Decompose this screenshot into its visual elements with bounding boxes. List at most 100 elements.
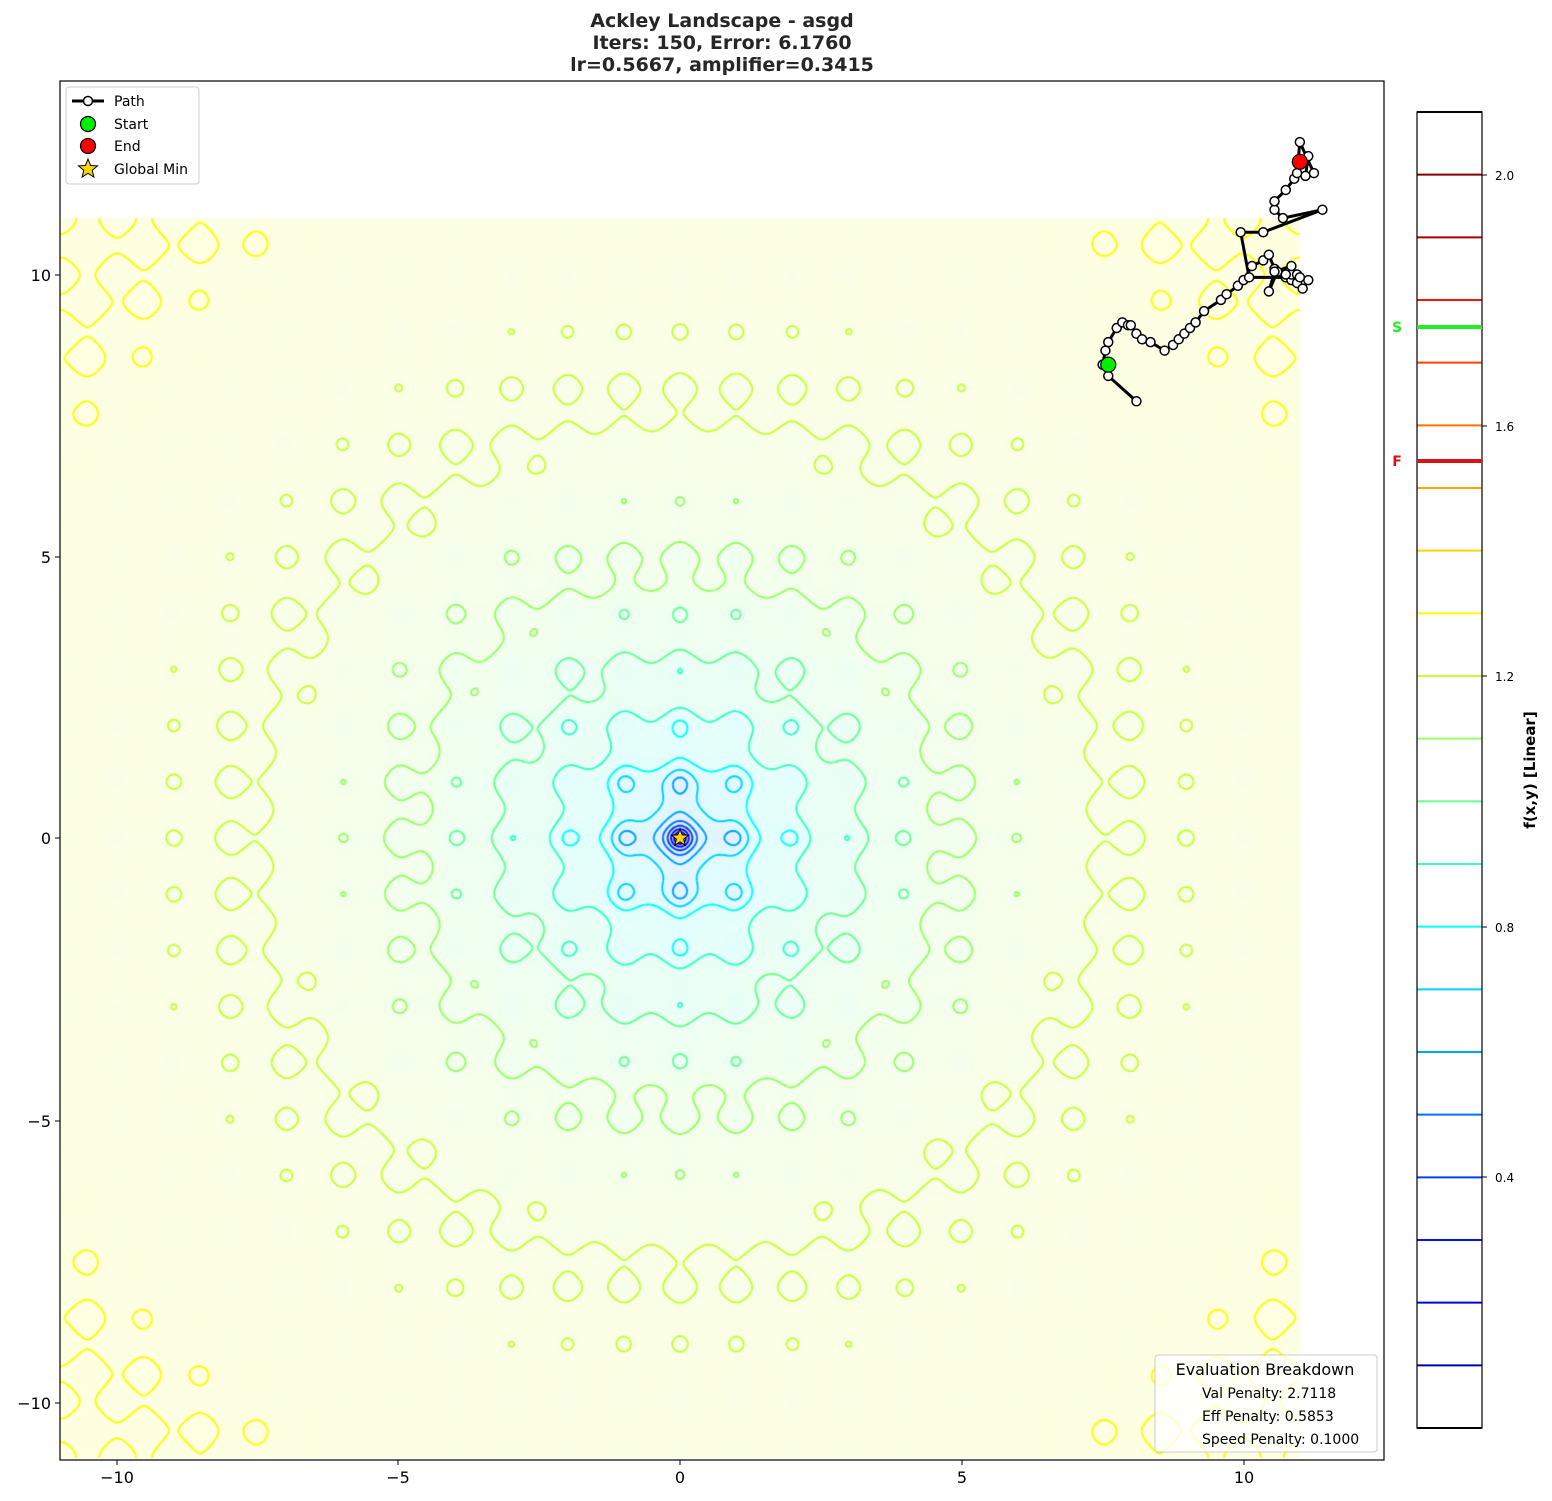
path-point [1269, 195, 1280, 207]
evaluation-breakdown: Evaluation Breakdown Val Penalty: 2.7118… [1154, 1354, 1378, 1453]
eff-penalty: Eff Penalty: 0.5853 [1202, 1409, 1334, 1425]
path-point [1246, 260, 1258, 272]
path-point [1159, 345, 1170, 356]
path-point [1280, 184, 1292, 196]
title-line-1: Ackley Landscape - asgd [590, 10, 853, 32]
x-tick: −10 [100, 1460, 134, 1487]
x-tick: 0 [675, 1460, 685, 1487]
legend-item-end: End [79, 137, 141, 155]
svg-text:1.6: 1.6 [1495, 420, 1514, 434]
colorbar-tick: 1.6 [1482, 420, 1514, 434]
svg-text:F: F [1392, 454, 1402, 470]
colorbar: 2.0 1.6 1.2 0.8 0.4 S F f(x,y) [Linear] [1392, 111, 1539, 1429]
path-point [1294, 272, 1306, 283]
svg-text:Path: Path [114, 94, 145, 110]
legend-item-start: Start [79, 115, 149, 133]
end-marker [1291, 153, 1308, 170]
svg-text:−5: −5 [386, 1468, 410, 1487]
path-point [1280, 269, 1292, 280]
svg-text:End: End [114, 139, 141, 155]
speed-penalty: Speed Penalty: 0.1000 [1202, 1432, 1359, 1448]
title-line-3: lr=0.5667, amplifier=0.3415 [570, 54, 874, 76]
evaluation-box [1154, 1354, 1378, 1453]
y-tick: −10 [17, 1394, 60, 1413]
svg-text:−10: −10 [17, 1394, 51, 1413]
path-point [1131, 396, 1142, 407]
x-tick: 10 [1234, 1460, 1254, 1487]
colorbar-label: f(x,y) [Linear] [1521, 711, 1539, 828]
evaluation-title: Evaluation Breakdown [1176, 1360, 1355, 1379]
path-point [1100, 345, 1111, 356]
star-icon [77, 157, 99, 179]
path-point [1103, 370, 1114, 382]
y-tick: −5 [27, 1112, 60, 1131]
svg-text:10: 10 [31, 266, 51, 285]
path-point [1297, 283, 1308, 294]
svg-text:5: 5 [41, 548, 51, 567]
svg-text:S: S [1392, 320, 1402, 336]
start-marker [1100, 356, 1117, 373]
legend-item-path: Path [72, 94, 145, 110]
y-tick: 0 [41, 829, 60, 848]
legend-item-global-min: Global Min [77, 157, 188, 179]
chart-title: Ackley Landscape - asgd Iters: 150, Erro… [570, 10, 874, 76]
path-point [1277, 212, 1289, 224]
path-point [1286, 260, 1297, 272]
colorbar-tick: 0.8 [1482, 921, 1514, 935]
end-circle-icon [79, 137, 97, 155]
legend-box [65, 86, 200, 185]
path-point [1308, 167, 1320, 179]
svg-text:−5: −5 [27, 1112, 51, 1131]
svg-text:10: 10 [1234, 1468, 1254, 1487]
plot-area [59, 80, 1385, 1461]
colorbar-frame [1416, 111, 1483, 1429]
x-tick: −5 [386, 1460, 410, 1487]
svg-text:Global Min: Global Min [114, 162, 188, 178]
colorbar-background [1417, 112, 1482, 1428]
colorbar-tick: 0.4 [1482, 1171, 1514, 1185]
path-point [1303, 274, 1314, 286]
path-point [1103, 336, 1114, 348]
global-min-star-icon [670, 827, 690, 847]
svg-text:1.2: 1.2 [1495, 670, 1514, 684]
path-point [1145, 336, 1156, 348]
path-point [1291, 167, 1303, 179]
path-point [1136, 334, 1148, 345]
path-point [1263, 249, 1275, 261]
path-point [1300, 170, 1311, 182]
path-point [1243, 272, 1255, 283]
y-tick: 5 [41, 548, 60, 567]
svg-text:0.4: 0.4 [1495, 1171, 1514, 1185]
svg-text:0.8: 0.8 [1495, 921, 1514, 935]
y-axis: 10 5 0 −5 −10 [17, 266, 60, 1413]
y-tick: 10 [31, 266, 60, 285]
path-point [1221, 288, 1232, 300]
x-axis: −10 −5 0 5 10 [100, 1460, 1254, 1487]
colorbar-final-marker: F [1392, 454, 1482, 470]
svg-text:Start: Start [114, 117, 149, 133]
colorbar-start-marker: S [1392, 320, 1482, 336]
svg-text:2.0: 2.0 [1495, 169, 1514, 183]
legend: Path Start End Global Min [65, 86, 200, 185]
path-point [1257, 226, 1269, 238]
plot-frame [59, 80, 1385, 1461]
path-point [1269, 266, 1280, 277]
path-point [1294, 136, 1306, 148]
path-point [1235, 226, 1246, 238]
path-point [1269, 204, 1280, 215]
path-point [1198, 305, 1210, 317]
x-tick: 5 [957, 1460, 967, 1487]
val-penalty: Val Penalty: 2.7118 [1202, 1386, 1336, 1402]
path-point [1317, 204, 1328, 215]
colorbar-tick: 1.2 [1482, 670, 1514, 684]
svg-text:0: 0 [675, 1468, 685, 1487]
title-line-2: Iters: 150, Error: 6.1760 [592, 32, 851, 54]
svg-text:5: 5 [957, 1468, 967, 1487]
svg-text:0: 0 [41, 829, 51, 848]
path-point [1125, 319, 1137, 331]
path-point [1263, 286, 1275, 297]
point-markers [670, 153, 1308, 847]
path-marker-icon [82, 95, 94, 107]
svg-text:−10: −10 [100, 1468, 134, 1487]
